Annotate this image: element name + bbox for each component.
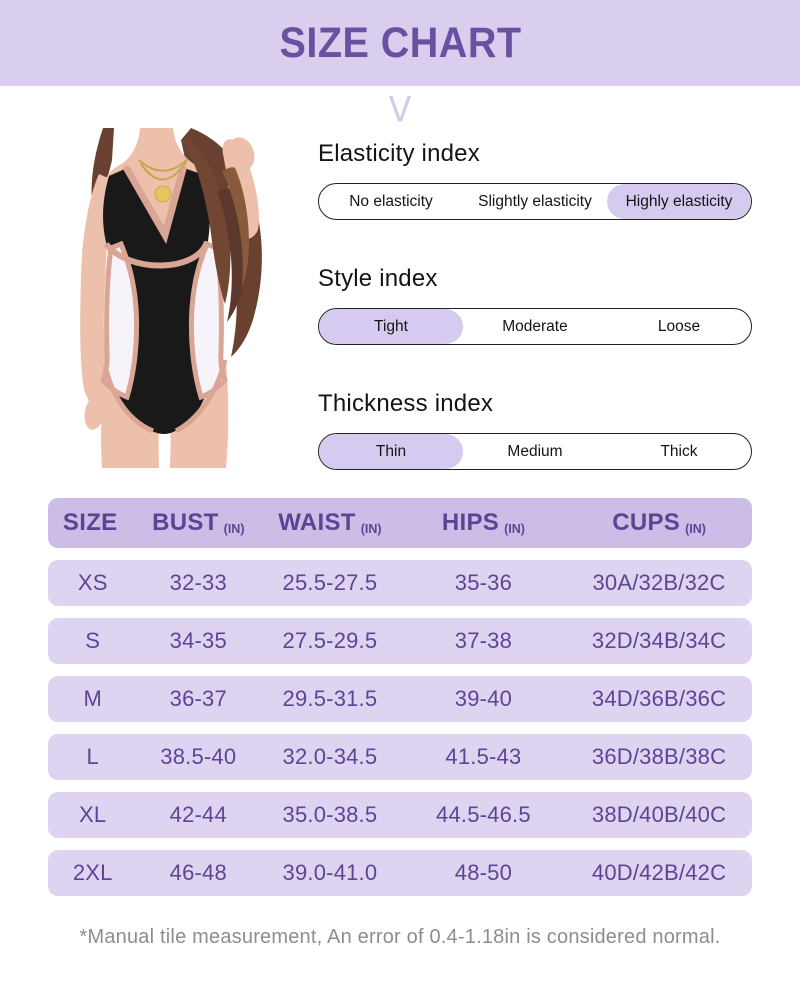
cell-size: XS	[77, 570, 108, 595]
cell-cups: 32D/34B/34C	[591, 628, 727, 653]
column-header-size: SIZE	[62, 509, 118, 536]
style-options-pill: Tight Moderate Loose	[318, 308, 752, 345]
elasticity-index-title: Elasticity index	[318, 140, 480, 167]
option-moderate: Moderate	[502, 317, 568, 335]
cell-bust: 34-35	[169, 628, 227, 653]
product-photo	[45, 128, 300, 468]
cell-bust: 42-44	[169, 802, 227, 827]
cell-hips: 44.5-46.5	[436, 802, 531, 827]
column-header-bust: BUST (IN)	[152, 509, 245, 536]
cell-waist: 35.0-38.5	[282, 802, 378, 827]
cell-bust: 46-48	[169, 860, 227, 885]
thickness-index-group: Thickness index Thin Medium Thick	[318, 390, 752, 470]
cell-waist: 32.0-34.5	[282, 744, 378, 769]
table-row-2xl: 2XL 46-48 39.0-41.0 48-50 40D/42B/42C	[48, 850, 752, 896]
page-title: SIZE CHART	[279, 18, 521, 67]
cell-cups: 36D/38B/38C	[591, 744, 727, 769]
cell-hips: 37-38	[454, 628, 513, 653]
column-header-waist: WAIST (IN)	[278, 509, 382, 536]
cell-size: S	[85, 628, 101, 653]
cell-size: 2XL	[72, 860, 113, 885]
style-index-title: Style index	[318, 265, 438, 292]
elasticity-options-pill: No elasticity Slightly elasticity Highly…	[318, 183, 752, 220]
cell-bust: 32-33	[169, 570, 227, 595]
option-slightly-elasticity: Slightly elasticity	[478, 192, 592, 210]
option-thick: Thick	[660, 442, 698, 460]
table-row-xl: XL 42-44 35.0-38.5 44.5-46.5 38D/40B/40C	[48, 792, 752, 838]
cell-bust: 36-37	[169, 686, 227, 711]
cell-cups: 38D/40B/40C	[591, 802, 727, 827]
size-table-header: SIZE BUST (IN) WAIST (IN) HIPS (IN) CUPS (IN…	[48, 498, 752, 548]
cell-size: M	[83, 686, 102, 711]
chevron-down-icon: V	[388, 89, 412, 130]
size-table: SIZE BUST (IN) WAIST (IN) HIPS (IN) CUPS (IN…	[48, 498, 752, 908]
table-row-m: M 36-37 29.5-31.5 39-40 34D/36B/36C	[48, 676, 752, 722]
thickness-options-pill: Thin Medium Thick	[318, 433, 752, 470]
cell-size: XL	[79, 802, 107, 827]
option-highly-elasticity: Highly elasticity	[607, 184, 751, 219]
table-row-s: S 34-35 27.5-29.5 37-38 32D/34B/34C	[48, 618, 752, 664]
cell-cups: 40D/42B/42C	[591, 860, 727, 885]
table-row-l: L 38.5-40 32.0-34.5 41.5-43 36D/38B/38C	[48, 734, 752, 780]
cell-bust: 38.5-40	[160, 744, 237, 769]
column-header-hips: HIPS (IN)	[441, 509, 525, 536]
style-index-group: Style index Tight Moderate Loose	[318, 265, 752, 345]
column-header-cups: CUPS (IN)	[612, 509, 706, 536]
option-thin: Thin	[319, 434, 463, 469]
cell-hips: 41.5-43	[445, 744, 522, 769]
cell-size: L	[86, 744, 99, 769]
table-row-xs: XS 32-33 25.5-27.5 35-36 30A/32B/32C	[48, 560, 752, 606]
cell-cups: 34D/36B/36C	[591, 686, 727, 711]
cell-cups: 30A/32B/32C	[592, 570, 726, 595]
elasticity-index-group: Elasticity index No elasticity Slightly …	[318, 140, 752, 220]
index-panel: Elasticity index No elasticity Slightly …	[318, 140, 752, 515]
cell-hips: 48-50	[454, 860, 513, 885]
option-medium: Medium	[507, 442, 563, 460]
option-loose: Loose	[657, 317, 701, 335]
measurement-note: *Manual tile measurement, An error of 0.…	[79, 926, 721, 948]
cell-waist: 39.0-41.0	[282, 860, 378, 885]
option-tight: Tight	[319, 309, 463, 344]
model-illustration	[80, 128, 262, 468]
cell-waist: 29.5-31.5	[282, 686, 378, 711]
option-no-elasticity: No elasticity	[349, 192, 433, 210]
cell-waist: 27.5-29.5	[282, 628, 378, 653]
cell-hips: 35-36	[454, 570, 513, 595]
cell-waist: 25.5-27.5	[282, 570, 378, 595]
header-band: SIZE CHART	[0, 0, 800, 86]
thickness-index-title: Thickness index	[318, 390, 494, 417]
cell-hips: 39-40	[454, 686, 513, 711]
